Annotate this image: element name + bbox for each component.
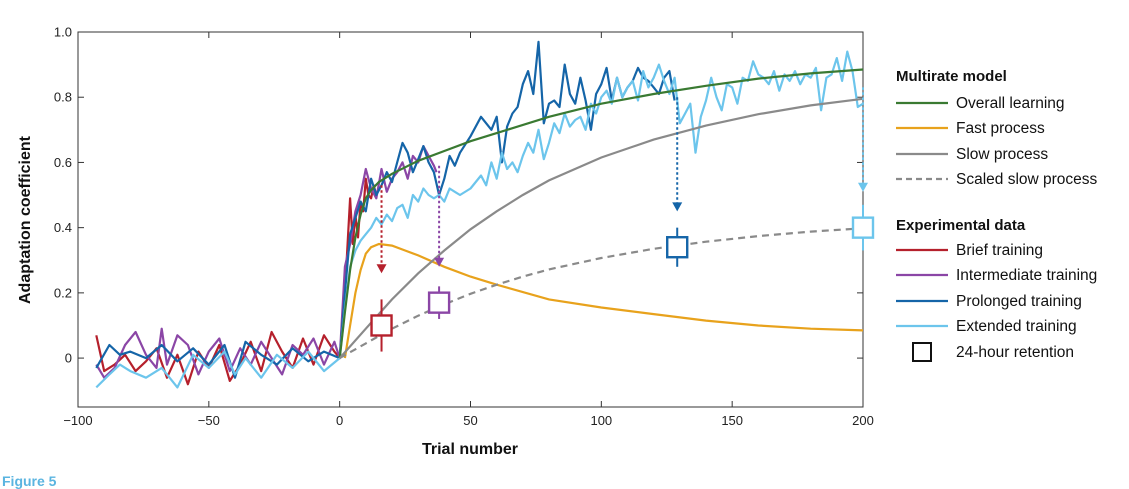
- y-tick-label: 0.6: [54, 155, 72, 170]
- y-tick-label: 0.2: [54, 285, 72, 300]
- retention-arrow-head: [672, 202, 683, 212]
- y-tick-label: 0.8: [54, 90, 72, 105]
- retention-point-intermediate: [427, 291, 451, 314]
- x-axis-title: Trial number: [422, 441, 518, 458]
- y-axis-title: Adaptation coefficient: [17, 135, 34, 304]
- legend-label-overall-learning: Overall learning: [956, 95, 1065, 112]
- series-group: [95, 40, 863, 389]
- legend-swatch-24-hour-retention: [912, 342, 932, 362]
- y-tick-label: 0: [65, 351, 72, 366]
- legend-label-intermediate-training: Intermediate training: [956, 267, 1097, 284]
- x-tick-label: 50: [463, 413, 477, 428]
- x-tick-label: 0: [336, 413, 343, 428]
- legend-label-prolonged-training: Prolonged training: [956, 293, 1082, 310]
- legend-model-heading: Multirate model: [896, 68, 1007, 85]
- retention-point-prolonged: [666, 236, 689, 259]
- retention-arrow-head: [434, 257, 445, 267]
- x-tick-label: −100: [63, 413, 92, 428]
- legend-label-24-hour-retention: 24-hour retention: [956, 344, 1074, 361]
- legend-label-extended-training: Extended training: [956, 318, 1077, 335]
- x-tick-label: 100: [590, 413, 612, 428]
- retention-point-brief: [370, 314, 393, 337]
- series-slow-process: [338, 97, 863, 359]
- axis-ticks: −100 −50 0 50 100 150 200 0 0.2 0.4 0.6 0.8 1.0: [54, 25, 874, 429]
- y-tick-label: 1.0: [54, 25, 72, 40]
- legend-label-slow-process: Slow process: [956, 146, 1048, 163]
- x-tick-label: 150: [721, 413, 743, 428]
- x-tick-label: 200: [852, 413, 874, 428]
- legend-label-brief-training: Brief training: [956, 242, 1043, 259]
- retention-arrow-head: [858, 182, 868, 192]
- figure-label: Figure 5: [2, 473, 57, 489]
- series-intermediate-training: [95, 145, 438, 379]
- retention-point-extended: [851, 216, 875, 239]
- y-tick-label: 0.4: [54, 220, 72, 235]
- series-prolonged-training: [95, 40, 676, 379]
- x-tick-label: −50: [198, 413, 220, 428]
- series-overall-learning: [338, 68, 863, 359]
- legend-label-scaled-slow-process: Scaled slow process: [956, 171, 1098, 188]
- plot-frame: [77, 31, 864, 408]
- series-scaled-slow-process: [339, 227, 863, 360]
- legend-label-fast-process: Fast process: [956, 120, 1045, 137]
- legend: Multirate model Experimental data Overal…: [896, 68, 1098, 362]
- retention-arrow-head: [376, 264, 387, 274]
- retention-group: [370, 87, 875, 352]
- legend-data-heading: Experimental data: [896, 217, 1026, 234]
